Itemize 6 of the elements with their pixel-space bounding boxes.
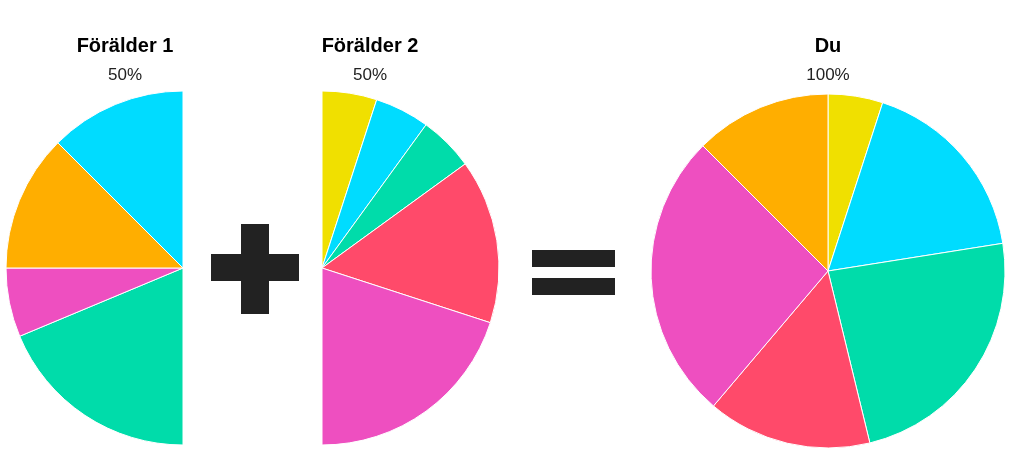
chart-title: Du [814, 34, 842, 56]
chart-title: Förälder 1 [76, 34, 174, 56]
chart-subtitle: 50% [352, 65, 388, 84]
chart-title: Förälder 2 [321, 34, 419, 56]
chart-subtitle: 100% [806, 65, 850, 84]
chart-subtitle: 50% [107, 65, 143, 84]
